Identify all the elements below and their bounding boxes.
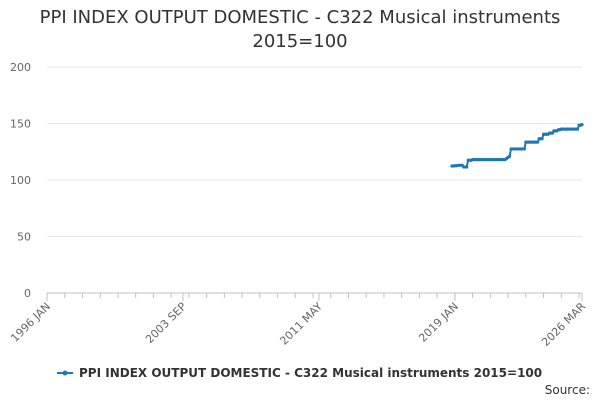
y-tick-label: 0 xyxy=(24,287,31,300)
y-tick-label: 200 xyxy=(10,61,31,74)
chart-title-line-1: PPI INDEX OUTPUT DOMESTIC - C322 Musical… xyxy=(39,7,561,28)
y-axis: 0 50 100 150 200 xyxy=(10,61,31,300)
data-point[interactable] xyxy=(522,147,526,151)
data-point[interactable] xyxy=(580,123,584,127)
y-tick-label: 150 xyxy=(10,118,31,131)
data-point[interactable] xyxy=(550,131,555,135)
data-point[interactable] xyxy=(465,165,469,169)
legend-marker xyxy=(62,370,68,376)
data-point[interactable] xyxy=(507,154,512,158)
y-tick-label: 100 xyxy=(10,174,31,187)
data-point[interactable] xyxy=(540,137,544,141)
source-label: Source: xyxy=(545,383,590,397)
gridlines xyxy=(47,66,582,294)
legend[interactable]: PPI INDEX OUTPUT DOMESTIC - C322 Musical… xyxy=(57,366,542,380)
series-layer xyxy=(450,123,584,169)
data-point[interactable] xyxy=(536,140,540,144)
x-tick-label: 2011 MAY xyxy=(277,300,325,348)
x-tick-label: 2026 MAR xyxy=(539,300,588,349)
chart-title: PPI INDEX OUTPUT DOMESTIC - C322 Musical… xyxy=(0,6,600,54)
x-tick-label: 1996 JAN xyxy=(8,300,53,345)
data-point[interactable] xyxy=(575,127,580,131)
x-tick-label: 2019 JAN xyxy=(416,300,461,345)
y-tick-label: 50 xyxy=(17,231,31,244)
legend-label[interactable]: PPI INDEX OUTPUT DOMESTIC - C322 Musical… xyxy=(79,366,542,380)
chart-title-line-2: 2015=100 xyxy=(252,31,348,52)
x-axis: 1996 JAN 2003 SEP 2011 MAY 2019 JAN 2026 MAR xyxy=(8,293,588,349)
x-tick-label: 2003 SEP xyxy=(143,300,189,346)
